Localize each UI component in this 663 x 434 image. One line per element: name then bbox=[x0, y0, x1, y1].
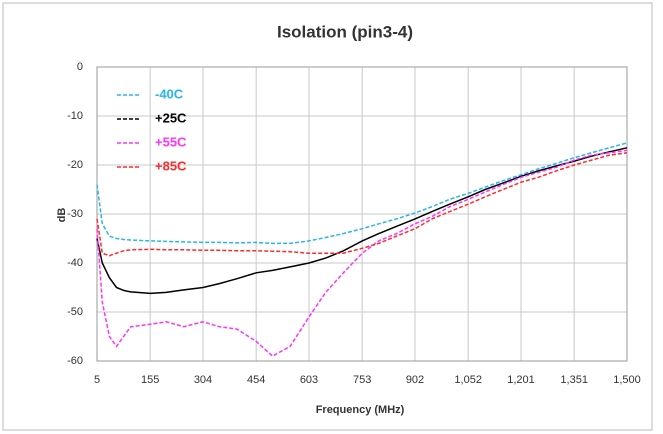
x-tick-label: 304 bbox=[194, 374, 212, 386]
legend-label: +85C bbox=[155, 158, 187, 173]
chart-title: Isolation (pin3-4) bbox=[277, 22, 413, 41]
series-line bbox=[96, 149, 628, 358]
x-axis-label: Frequency (MHz) bbox=[316, 404, 405, 416]
x-tick-label: 5 bbox=[94, 374, 100, 386]
x-tick-label: 902 bbox=[406, 374, 424, 386]
x-tick-label: 454 bbox=[247, 374, 265, 386]
y-axis-label: dB bbox=[56, 208, 68, 223]
x-tick-label: 1,351 bbox=[560, 374, 588, 386]
series-line bbox=[96, 147, 628, 295]
x-tick-label: 155 bbox=[141, 374, 159, 386]
x-tick-label: 1,052 bbox=[454, 374, 482, 386]
y-tick-label: -10 bbox=[67, 110, 83, 122]
y-tick-label: -60 bbox=[67, 355, 83, 367]
series-line bbox=[96, 142, 628, 245]
x-tick-label: 753 bbox=[353, 374, 371, 386]
y-tick-label: -30 bbox=[67, 208, 83, 220]
plot-border bbox=[96, 66, 628, 362]
legend-label: +55C bbox=[155, 134, 187, 149]
y-tick-label: -20 bbox=[67, 159, 83, 171]
y-tick-label: -50 bbox=[67, 306, 83, 318]
legend-label: +25C bbox=[155, 110, 187, 125]
legend-label: -40C bbox=[155, 86, 184, 101]
chart-frame bbox=[2, 2, 653, 431]
x-tick-label: 1,201 bbox=[507, 374, 535, 386]
x-tick-label: 603 bbox=[300, 374, 318, 386]
series-line bbox=[96, 152, 628, 257]
y-tick-label: 0 bbox=[77, 61, 83, 73]
x-tick-label: 1,500 bbox=[613, 374, 641, 386]
y-tick-label: -40 bbox=[67, 257, 83, 269]
